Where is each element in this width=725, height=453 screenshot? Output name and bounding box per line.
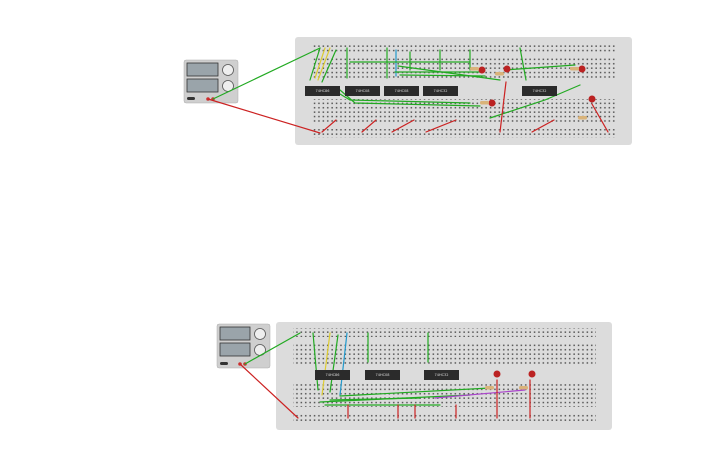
power-rail	[293, 414, 596, 423]
terminal-strip	[293, 342, 596, 365]
power-rail	[312, 129, 616, 138]
power-rail	[293, 328, 596, 337]
terminal-strip	[312, 57, 616, 80]
chip	[315, 370, 350, 380]
chip-label: 74HC86	[326, 373, 340, 377]
chip	[345, 86, 380, 96]
chip-label: 74HC32	[435, 373, 449, 377]
chip	[522, 86, 557, 96]
resistors	[485, 386, 528, 390]
leds	[478, 65, 596, 107]
wires	[239, 332, 531, 419]
chip	[424, 370, 459, 380]
leds	[493, 370, 536, 378]
terminal-strip	[312, 99, 616, 122]
chips: 74HC86 74HC08 74HC08 74HC32 74HC32	[305, 86, 557, 96]
chip	[305, 86, 340, 96]
resistors	[470, 67, 587, 120]
chip-label: 74HC32	[533, 89, 547, 93]
chip-label: 74HC08	[395, 89, 409, 93]
chip	[384, 86, 419, 96]
chip-label: 74HC08	[376, 373, 390, 377]
chip	[365, 370, 400, 380]
chip-label: 74HC08	[356, 89, 370, 93]
chip-label: 74HC32	[434, 89, 448, 93]
chip	[423, 86, 458, 96]
chips: 74HC86 74HC08 74HC32	[315, 370, 459, 380]
power-rail	[312, 43, 616, 52]
power-supply	[216, 323, 271, 369]
terminal-strip	[293, 384, 596, 407]
power-supply	[183, 59, 239, 104]
circuit-bottom: 74HC86 74HC08 74HC32	[216, 322, 612, 430]
chip-label: 74HC86	[316, 89, 330, 93]
circuit-top: 74HC86 74HC08 74HC08 74HC32 74HC32	[183, 37, 632, 145]
